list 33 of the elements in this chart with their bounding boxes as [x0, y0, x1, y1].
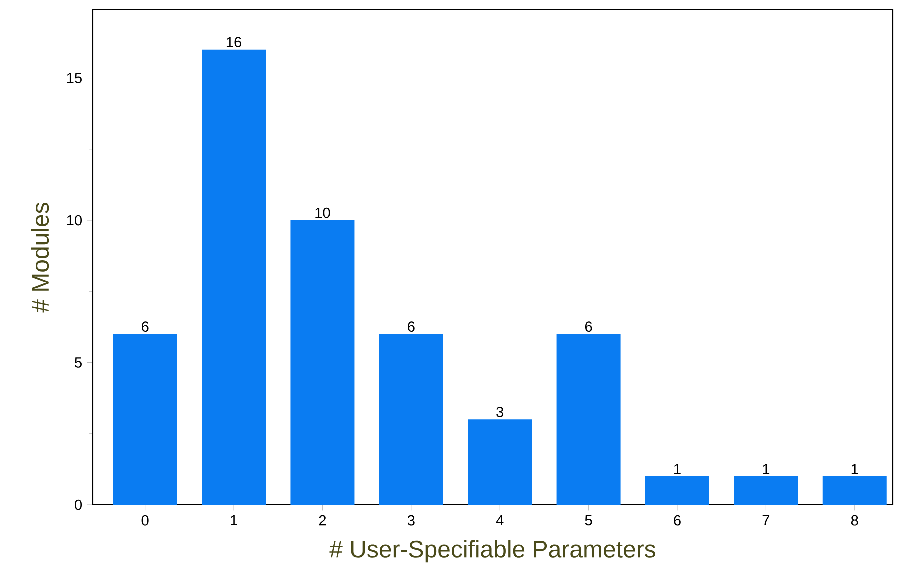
x-tick-label: 0: [142, 515, 149, 526]
bar: [645, 476, 710, 505]
x-tick-label: 6: [674, 515, 681, 526]
data-label: 16: [226, 37, 242, 48]
x-tick-label: 2: [319, 515, 326, 526]
x-tick-label: 5: [585, 515, 592, 526]
bar: [822, 476, 887, 505]
bar: [379, 334, 444, 505]
data-label: 1: [763, 464, 770, 474]
x-tick-label: 3: [408, 515, 415, 526]
y-axis-title: # Modules: [32, 203, 50, 313]
bar: [113, 334, 178, 505]
data-label: 1: [674, 464, 681, 474]
x-tick-label: 8: [851, 515, 858, 526]
y-tick-label: 10: [67, 215, 82, 226]
bar: [290, 220, 355, 505]
data-label: 6: [585, 322, 592, 332]
y-tick-label: 15: [67, 73, 82, 84]
bar: [556, 334, 621, 505]
data-label: 10: [316, 208, 330, 218]
data-label: 3: [496, 407, 504, 418]
x-tick-label: 7: [762, 515, 770, 526]
x-tick-label: 4: [496, 515, 504, 526]
data-label: 1: [852, 464, 858, 474]
data-label: 6: [408, 322, 415, 332]
x-tick-label: 1: [231, 515, 238, 526]
y-tick-label: 0: [75, 500, 82, 510]
bar: [202, 50, 266, 505]
y-tick-label: 5: [75, 358, 82, 368]
x-axis-title: # User-Specifiable Parameters: [330, 540, 656, 563]
bar: [734, 476, 798, 505]
bar: [468, 420, 532, 505]
data-label: 6: [142, 322, 149, 332]
